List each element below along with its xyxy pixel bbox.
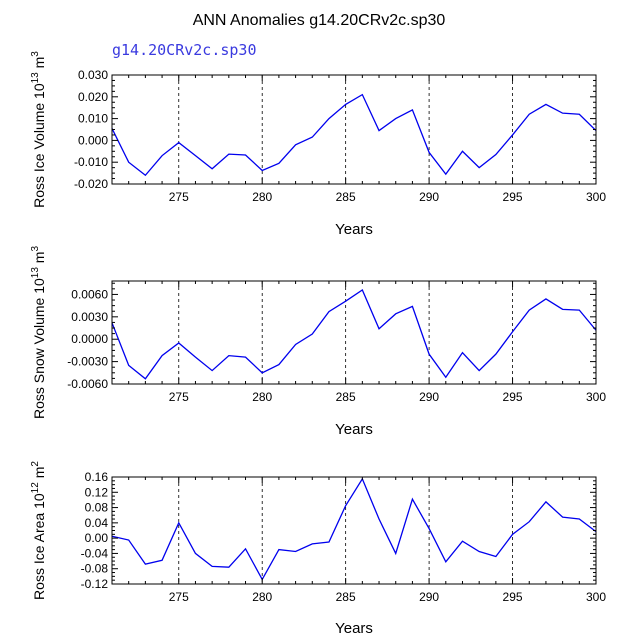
x-tick-label: 290 bbox=[419, 190, 439, 204]
panel-1: 275 280 285 290 295 300 -0.020 -0.010 0.000 0.010… bbox=[30, 51, 606, 238]
x-tick-label: 275 bbox=[169, 190, 189, 204]
chart-title: ANN Anomalies g14.20CRv2c.sp30 bbox=[193, 12, 446, 29]
y-tick-label: 0.12 bbox=[85, 485, 109, 499]
x-tick-label: 300 bbox=[586, 390, 606, 404]
y-tick-label: -0.0030 bbox=[67, 355, 108, 369]
plot-frame bbox=[111, 280, 597, 385]
x-axis-label: Years bbox=[335, 620, 373, 637]
y-tick-label: -0.020 bbox=[74, 177, 108, 191]
x-tick-label: 275 bbox=[169, 590, 189, 604]
y-tick-label: 0.000 bbox=[78, 133, 108, 147]
y-tick-label: 0.0060 bbox=[71, 287, 108, 301]
x-tick-label: 300 bbox=[586, 590, 606, 604]
y-tick-label: -0.0060 bbox=[67, 377, 108, 391]
chart-subtitle: g14.20CRv2c.sp30 bbox=[112, 41, 257, 59]
y-tick-label: 0.08 bbox=[85, 501, 109, 515]
x-tick-label: 285 bbox=[336, 190, 356, 204]
y-tick-label: -0.12 bbox=[81, 577, 109, 591]
series-line bbox=[111, 93, 597, 177]
x-tick-label: 300 bbox=[586, 190, 606, 204]
x-tick-label: 295 bbox=[503, 190, 523, 204]
y-tick-label: 0.020 bbox=[78, 90, 108, 104]
y-tick-label: -0.04 bbox=[81, 546, 109, 560]
panel-3: 275 280 285 290 295 300-0.12-0.08-0.040.000.0… bbox=[30, 461, 606, 637]
y-tick-label: 0.16 bbox=[85, 470, 109, 484]
y-axis-label: Ross Ice Area 1012 m2 bbox=[30, 461, 47, 600]
series-line bbox=[111, 288, 597, 380]
x-tick-label: 285 bbox=[336, 590, 356, 604]
x-tick-label: 275 bbox=[169, 390, 189, 404]
y-tick-label: 0.00 bbox=[85, 531, 109, 545]
x-tick-label: 295 bbox=[503, 390, 523, 404]
y-tick-label: 0.04 bbox=[85, 516, 109, 530]
panel-2: 275 280 285 290 295 300 -0.0060 -0.0030 0.0000 0.… bbox=[30, 246, 606, 438]
x-tick-label: 280 bbox=[252, 390, 272, 404]
x-axis-label: Years bbox=[335, 421, 373, 438]
y-tick-label: -0.010 bbox=[74, 155, 108, 169]
y-axis-label: Ross Ice Volume 1013 m3 bbox=[30, 51, 47, 208]
x-tick-label: 285 bbox=[336, 390, 356, 404]
y-tick-label: 0.0030 bbox=[71, 310, 108, 324]
x-tick-label: 295 bbox=[503, 590, 523, 604]
y-tick-label: 0.030 bbox=[78, 68, 108, 82]
x-tick-label: 290 bbox=[419, 590, 439, 604]
y-axis-label: Ross Snow Volume 1013 m3 bbox=[30, 246, 47, 420]
y-tick-label: 0.0000 bbox=[71, 332, 108, 346]
plot-frame bbox=[111, 74, 597, 185]
x-tick-label: 280 bbox=[252, 190, 272, 204]
x-tick-label: 280 bbox=[252, 590, 272, 604]
y-tick-label: -0.08 bbox=[81, 562, 109, 576]
y-tick-label: 0.010 bbox=[78, 112, 108, 126]
series-line bbox=[111, 477, 597, 581]
x-axis-label: Years bbox=[335, 221, 373, 238]
x-tick-label: 290 bbox=[419, 390, 439, 404]
panels-group: 275 280 285 290 295 300 -0.020 -0.010 0.000 0.010… bbox=[30, 51, 606, 637]
